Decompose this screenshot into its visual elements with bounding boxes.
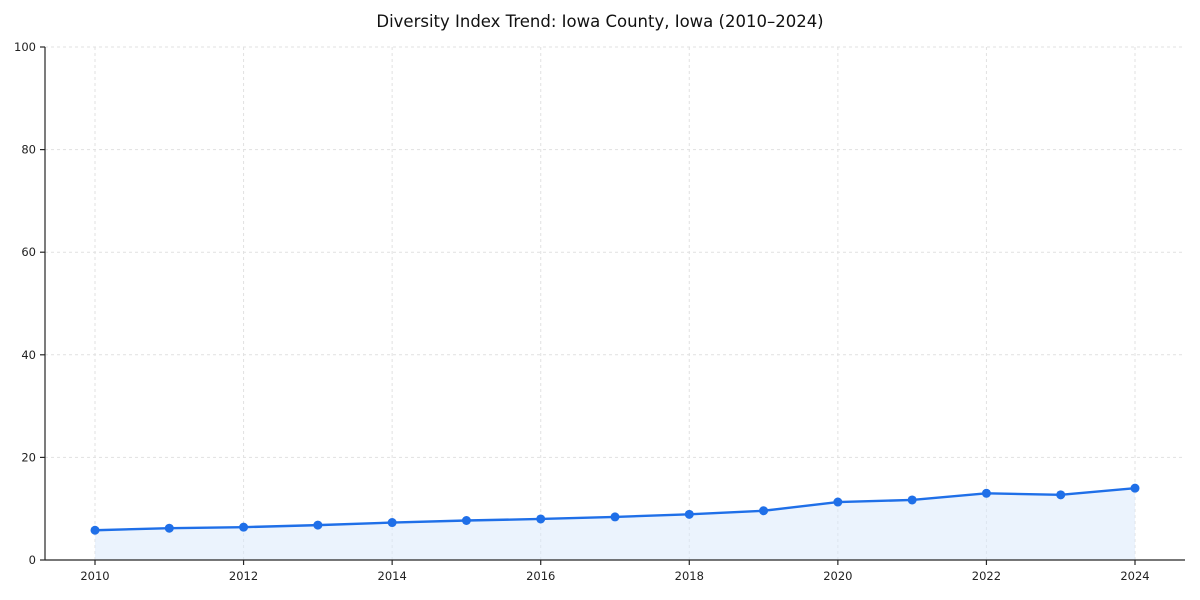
- y-tick-label: 100: [14, 40, 36, 54]
- x-tick-label: 2024: [1120, 569, 1149, 583]
- y-tick-label: 40: [21, 348, 36, 362]
- data-point-marker: [684, 509, 694, 519]
- data-point-marker: [164, 523, 174, 533]
- data-point-marker: [313, 520, 323, 530]
- x-tick-label: 2022: [972, 569, 1001, 583]
- y-tick-label: 20: [21, 450, 36, 464]
- data-point-marker: [387, 518, 397, 528]
- data-point-marker: [1056, 490, 1066, 500]
- x-tick-label: 2018: [675, 569, 704, 583]
- x-tick-label: 2010: [80, 569, 109, 583]
- x-tick-label: 2016: [526, 569, 555, 583]
- data-point-marker: [981, 488, 991, 498]
- data-point-marker: [907, 495, 917, 505]
- data-point-marker: [461, 515, 471, 525]
- data-point-marker: [239, 522, 249, 532]
- y-tick-label: 60: [21, 245, 36, 259]
- x-tick-label: 2020: [823, 569, 852, 583]
- data-point-marker: [536, 514, 546, 524]
- x-tick-label: 2012: [229, 569, 258, 583]
- data-point-marker: [1130, 483, 1140, 493]
- y-tick-label: 0: [29, 553, 36, 567]
- x-tick-label: 2014: [378, 569, 407, 583]
- data-point-marker: [833, 497, 843, 507]
- data-point-marker: [759, 506, 769, 516]
- data-point-marker: [610, 512, 620, 522]
- data-point-marker: [90, 525, 100, 535]
- y-tick-label: 80: [21, 143, 36, 157]
- chart-title: Diversity Index Trend: Iowa County, Iowa…: [376, 12, 824, 31]
- area-fill: [95, 488, 1135, 560]
